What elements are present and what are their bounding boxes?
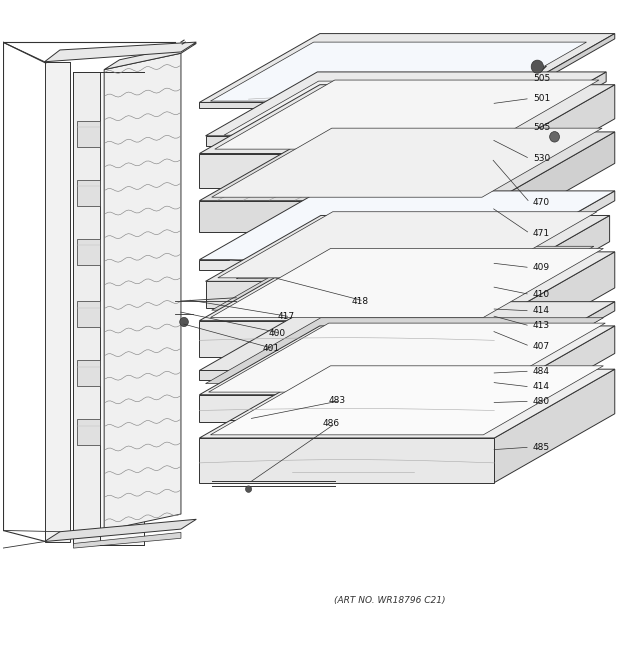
Text: 401: 401 [262,344,279,354]
Polygon shape [45,61,70,541]
Polygon shape [206,215,609,282]
Polygon shape [200,191,615,260]
Polygon shape [494,252,615,357]
Polygon shape [211,128,602,197]
Polygon shape [73,532,181,548]
Text: 418: 418 [352,297,369,305]
Text: 501: 501 [533,94,551,103]
Text: 400: 400 [268,329,285,338]
Polygon shape [494,132,615,232]
Polygon shape [494,85,615,188]
Polygon shape [208,323,605,392]
Text: 417: 417 [278,312,295,321]
Polygon shape [76,301,100,327]
Circle shape [550,132,559,142]
Polygon shape [45,520,197,541]
Polygon shape [210,366,603,435]
Polygon shape [494,215,609,307]
Text: 410: 410 [533,290,550,299]
Polygon shape [224,81,564,136]
Polygon shape [494,191,615,270]
Polygon shape [200,252,615,321]
Polygon shape [494,72,606,145]
Text: 414: 414 [533,306,550,315]
Polygon shape [200,260,494,270]
Polygon shape [210,249,603,317]
Text: 486: 486 [323,419,340,428]
Polygon shape [200,132,615,201]
Text: 483: 483 [329,396,345,405]
Polygon shape [200,395,494,422]
Polygon shape [494,369,615,483]
Polygon shape [206,282,494,307]
Polygon shape [211,247,594,310]
Polygon shape [200,301,615,370]
Polygon shape [211,253,594,317]
Polygon shape [76,239,100,265]
Polygon shape [76,360,100,386]
Text: 485: 485 [533,443,550,451]
Text: 484: 484 [533,367,550,375]
Polygon shape [206,136,494,145]
Text: 413: 413 [533,321,550,330]
Text: 407: 407 [533,342,550,351]
Polygon shape [73,71,100,545]
Polygon shape [76,121,100,147]
Text: 471: 471 [533,229,550,238]
Polygon shape [200,201,494,232]
Text: 409: 409 [533,263,550,272]
Polygon shape [104,44,197,69]
Text: 414: 414 [533,382,550,391]
Polygon shape [494,34,615,108]
Circle shape [531,60,544,73]
Polygon shape [200,102,494,108]
Polygon shape [200,369,615,438]
Polygon shape [200,326,615,395]
Polygon shape [494,326,615,422]
Polygon shape [206,72,606,136]
Polygon shape [45,42,197,61]
Polygon shape [200,321,494,357]
Text: 530: 530 [533,154,551,163]
Polygon shape [494,301,615,379]
Circle shape [180,317,188,327]
Text: (ART NO. WR18796 C21): (ART NO. WR18796 C21) [334,596,446,605]
Polygon shape [200,34,615,102]
Polygon shape [76,180,100,206]
Polygon shape [200,153,494,188]
Polygon shape [200,85,615,153]
Text: 505: 505 [533,123,551,132]
Polygon shape [210,42,587,101]
Polygon shape [104,54,181,530]
Polygon shape [200,370,494,379]
Polygon shape [215,80,599,149]
Polygon shape [200,438,494,483]
Text: 480: 480 [533,397,550,406]
Text: 470: 470 [533,198,550,207]
Polygon shape [206,318,603,383]
Circle shape [246,486,252,492]
Polygon shape [76,419,100,446]
Polygon shape [73,71,144,545]
Polygon shape [236,249,423,279]
Polygon shape [218,212,597,278]
Text: 505: 505 [533,73,551,83]
